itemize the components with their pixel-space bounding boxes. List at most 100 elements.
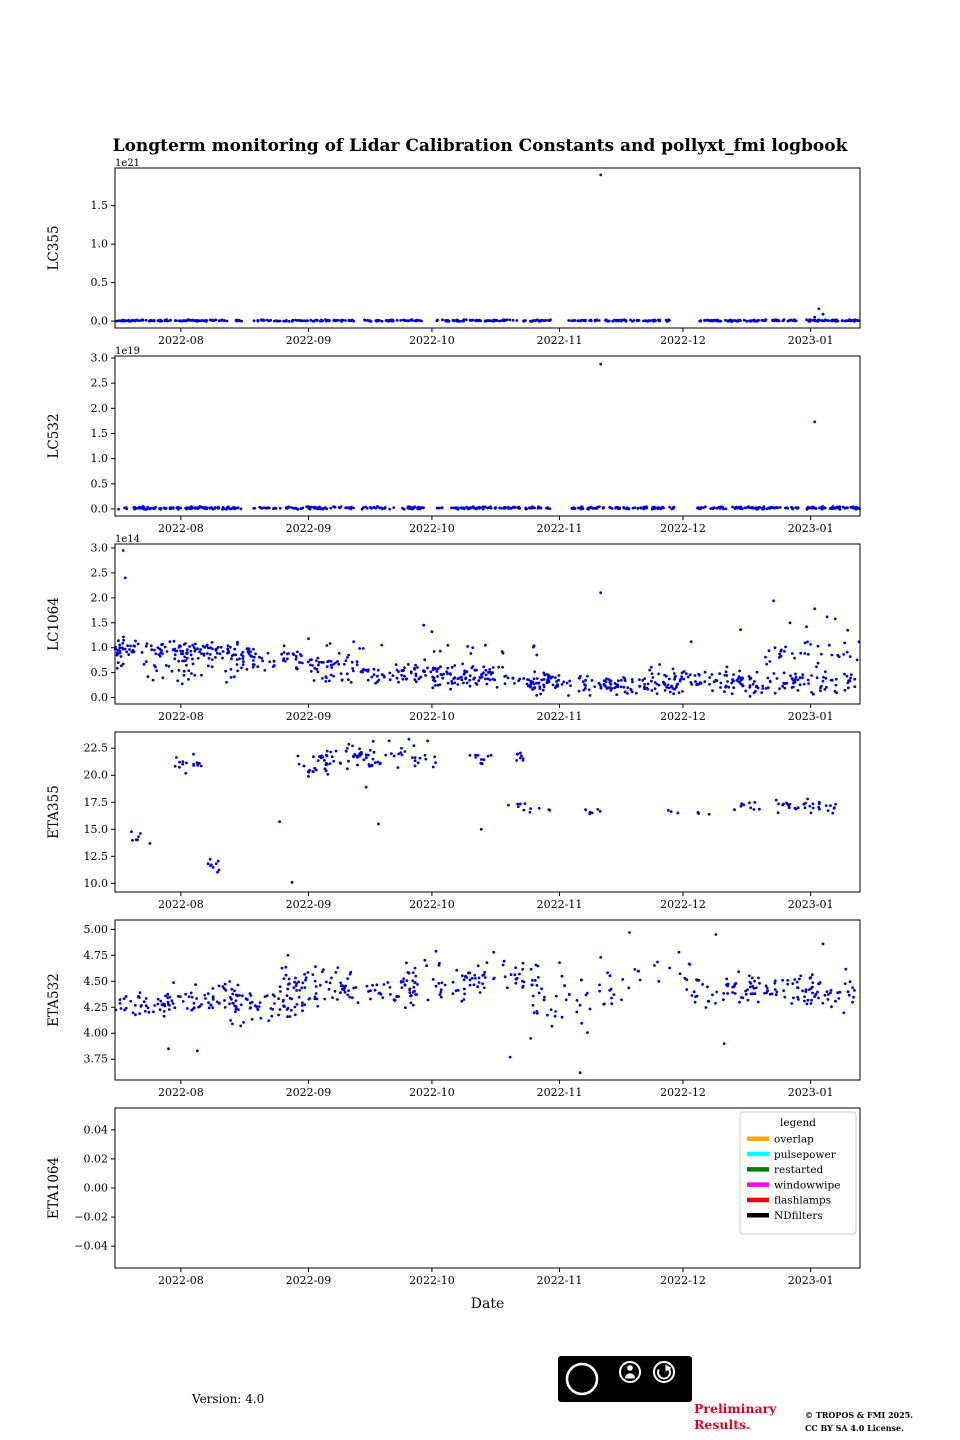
svg-text:−0.02: −0.02 [74,1211,108,1224]
svg-text:4.50: 4.50 [84,975,109,988]
svg-text:2022-09: 2022-09 [286,1274,332,1286]
y-axis-label: ETA532 [46,973,62,1027]
svg-text:2022-12: 2022-12 [660,334,706,346]
x-axis-ticks: 2022-08 2022-09 2022-10 2022-11 2022-12 2023-… [158,516,833,534]
x-axis-ticks: 2022-08 2022-09 2022-10 2022-11 2022-12 2023-… [158,704,833,722]
svg-text:2.5: 2.5 [91,377,109,390]
svg-text:3.0: 3.0 [91,541,109,554]
svg-text:2022-08: 2022-08 [158,1274,204,1286]
svg-text:0.02: 0.02 [84,1152,109,1165]
scatter-points [113,549,861,698]
svg-text:0.04: 0.04 [84,1123,109,1136]
svg-text:2022-08: 2022-08 [158,898,204,910]
svg-text:3.0: 3.0 [91,352,109,365]
y-axis-label: ETA355 [46,785,62,839]
svg-text:2022-11: 2022-11 [537,710,583,722]
svg-text:4.75: 4.75 [84,949,109,962]
legend-swatch-windowwipe [747,1182,769,1187]
copyright-line1: © TROPOS & FMI 2025. [805,1410,914,1420]
svg-text:2022-08: 2022-08 [158,522,204,534]
svg-text:1.5: 1.5 [91,616,109,629]
axes-frame [114,919,861,1081]
cc-license-badge: CC BY SA [558,1356,692,1406]
svg-text:2022-09: 2022-09 [286,334,332,346]
scatter-points [130,737,837,884]
svg-text:2022-11: 2022-11 [537,522,583,534]
scatter-points [114,931,856,1075]
svg-text:2022-09: 2022-09 [286,522,332,534]
copyright-text: © TROPOS & FMI 2025. CC BY SA 4.0 Licens… [805,1409,913,1435]
preliminary-line1: Preliminary [694,1401,777,1416]
subplot-LC355: 0.0 0.5 1.0 1.5 2022-08 2022-09 2022-10 2022-11… [46,158,861,346]
svg-text:2022-12: 2022-12 [660,1086,706,1098]
svg-text:4.00: 4.00 [84,1027,109,1040]
svg-text:2022-08: 2022-08 [158,334,204,346]
svg-text:1.5: 1.5 [91,427,109,440]
axis-offset-label: 1e21 [115,158,140,169]
svg-text:17.5: 17.5 [84,796,109,809]
subplots-container: 0.0 0.5 1.0 1.5 2022-08 2022-09 2022-10 2022-11… [0,158,960,1286]
svg-text:4.25: 4.25 [84,1001,109,1014]
svg-text:0.5: 0.5 [91,666,109,679]
svg-text:12.5: 12.5 [84,850,109,863]
y-axis-ticks: −0.04 −0.02 0.00 0.02 0.04 [74,1123,115,1253]
legend-swatch-pulsepower [747,1151,769,1157]
legend-label-overlap: overlap [774,1134,814,1146]
x-axis-ticks: 2022-08 2022-09 2022-10 2022-11 2022-12 2023-… [158,328,833,346]
svg-text:0.0: 0.0 [91,691,109,704]
svg-text:2022-12: 2022-12 [660,710,706,722]
svg-text:2022-10: 2022-10 [409,522,455,534]
legend-swatch-restarted [747,1167,769,1172]
svg-text:0.00: 0.00 [84,1182,109,1195]
svg-text:0.5: 0.5 [91,477,109,490]
legend-swatch-overlap [747,1136,769,1141]
version-text: Version: 4.0 [192,1392,265,1406]
legend-title: legend [780,1117,816,1129]
axes-frame [114,731,861,893]
svg-text:SA: SA [658,1391,671,1401]
figure-title: Longterm monitoring of Lidar Calibration… [112,136,848,156]
x-axis-ticks: 2022-08 2022-09 2022-10 2022-11 2022-12 2023-… [158,1268,833,1286]
svg-text:2022-08: 2022-08 [158,1086,204,1098]
y-axis-ticks: 10.0 12.5 15.0 17.5 20.0 22.5 [84,742,115,890]
svg-text:2022-10: 2022-10 [409,1274,455,1286]
x-axis-ticks: 2022-08 2022-09 2022-10 2022-11 2022-12 2023-… [158,1080,833,1098]
copyright-line2: CC BY SA 4.0 License. [805,1422,904,1433]
svg-text:2022-11: 2022-11 [537,898,583,910]
x-axis-label: Date [470,1296,505,1312]
x-axis-ticks: 2022-08 2022-09 2022-10 2022-11 2022-12 2023-… [158,892,833,910]
svg-text:0.0: 0.0 [91,502,109,515]
cc-icon: CC [565,1362,599,1396]
svg-text:1.0: 1.0 [91,238,109,251]
svg-text:0.5: 0.5 [91,276,109,289]
svg-text:2022-11: 2022-11 [537,1274,583,1286]
svg-text:1.5: 1.5 [91,199,109,212]
y-axis-label: LC532 [46,413,62,458]
svg-text:2022-09: 2022-09 [286,1086,332,1098]
svg-text:2.0: 2.0 [91,591,109,604]
preliminary-results-text: Preliminary Results. [694,1401,776,1432]
svg-text:2.5: 2.5 [91,566,109,579]
y-axis-ticks: 3.75 4.00 4.25 4.50 4.75 5.00 [84,923,115,1066]
axes-frame [114,355,861,517]
svg-text:2022-08: 2022-08 [158,710,204,722]
legend: legend overlap pulsepower restarted windowwi… [739,1111,857,1235]
svg-text:2022-12: 2022-12 [660,898,706,910]
svg-text:2023-01: 2023-01 [788,898,834,910]
preliminary-line2: Results. [694,1416,751,1432]
svg-text:2022-12: 2022-12 [660,522,706,534]
svg-text:2022-09: 2022-09 [286,898,332,910]
svg-text:15.0: 15.0 [84,823,109,836]
y-axis-ticks: 0.0 0.5 1.0 1.5 2.0 2.5 3.0 [91,541,115,704]
svg-text:10.0: 10.0 [84,877,109,890]
svg-text:2023-01: 2023-01 [788,1086,834,1098]
legend-swatch-flashlamps [747,1197,769,1203]
y-axis-label: LC1064 [46,597,62,651]
svg-text:2023-01: 2023-01 [788,334,834,346]
y-axis-ticks: 0.0 0.5 1.0 1.5 2.0 2.5 3.0 [91,352,115,515]
svg-text:2022-10: 2022-10 [409,334,455,346]
